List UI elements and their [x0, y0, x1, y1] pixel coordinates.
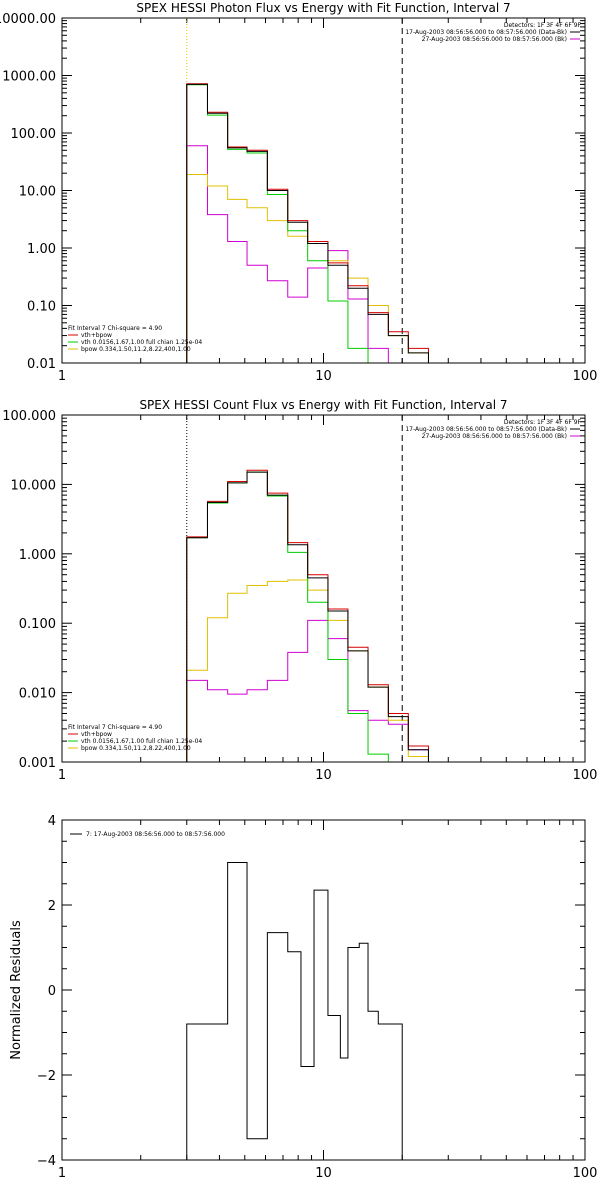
y-tick-label: 100.000 [2, 409, 56, 424]
y-tick-label: 1000.00 [2, 70, 56, 85]
x-tick-label: 1 [58, 768, 66, 783]
legend-residual-label: 7: 17-Aug-2003 08:56:56.000 to 08:57:56.… [86, 831, 225, 838]
y-tick-label: 100.00 [11, 127, 57, 142]
legend-vth: vth 0.0156,1.67,1.00 full chian 1.25e-04 [81, 339, 202, 346]
y-tick-label: 0.010 [19, 687, 56, 702]
legend-data-label: 17-Aug-2003 08:56:56.000 to 08:57:56.000… [405, 426, 567, 433]
y-tick-label: 0 [48, 984, 56, 999]
legend-bottom: Fit Interval 7 Chi-square = 4.90vth+bpow… [68, 325, 202, 353]
series-data [186, 471, 429, 762]
panel-3: 1 10 100 −4 −2 0 2 4 Normalized Residuals 7: 17-A… [9, 814, 597, 1181]
legend-bk-label: 27-Aug-2003 08:56:56.000 to 08:57:56.000… [422, 433, 567, 440]
chart-title: SPEX HESSI Photon Flux vs Energy with Fi… [136, 1, 510, 15]
y-tick-label: 10.000 [11, 478, 57, 493]
legend-residuals: 7: 17-Aug-2003 08:56:56.000 to 08:57:56.… [70, 831, 225, 838]
axis-ticks [61, 819, 585, 1161]
y-tick-label: 1.000 [19, 548, 56, 563]
legend-data-label: 17-Aug-2003 08:56:56.000 to 08:57:56.000… [405, 29, 567, 36]
panel-2: SPEX HESSI Count Flux vs Energy with Fit… [2, 398, 598, 783]
plot-frame [61, 17, 586, 364]
axis-ticks [61, 415, 585, 763]
x-tick-label: 1 [58, 369, 66, 384]
x-tick-label: 10 [315, 1166, 332, 1181]
x-tick-label: 1 [58, 1166, 66, 1181]
y-axis-label: Normalized Residuals [9, 920, 24, 1060]
x-tick-label: 10 [315, 768, 332, 783]
legend-fit: Fit Interval 7 Chi-square = 4.90 [68, 724, 162, 731]
series-bk [186, 145, 389, 363]
series-bpow [186, 173, 429, 363]
legend-detectors: Detectors: 1F 3F 4F 6F 9F [504, 419, 582, 426]
y-tick-label: 0.01 [27, 357, 56, 372]
y-tick-label: 4 [48, 814, 56, 829]
y-tick-label: −2 [37, 1069, 56, 1084]
legend-detectors: Detectors: 1F 3F 4F 6F 9F [504, 22, 582, 29]
y-tick-label: 0.100 [19, 617, 56, 632]
legend-total: vth+bpow [81, 731, 112, 738]
series-bk [186, 619, 429, 762]
x-tick-label: 100 [573, 1166, 598, 1181]
y-tick-label: 0.001 [19, 756, 56, 771]
axis-ticks [61, 18, 585, 364]
y-tick-label: 1.00 [27, 242, 56, 257]
x-tick-label: 10 [315, 369, 332, 384]
legend-bpow: bpow 0.334,1.50,11.2,8.22,400,1.00 [81, 346, 191, 353]
legend-vth: vth 0.0156,1.67,1.00 full chian 1.25e-04 [81, 738, 202, 745]
legend-bpow: bpow 0.334,1.50,11.2,8.22,400,1.00 [81, 745, 191, 752]
legend-bottom: Fit Interval 7 Chi-square = 4.90vth+bpow… [68, 724, 202, 752]
legend-bk-label: 27-Aug-2003 08:56:56.000 to 08:57:56.000… [422, 36, 567, 43]
plot-frame [61, 414, 586, 763]
y-tick-label: 0.10 [27, 300, 56, 315]
y-tick-label: 10000.00 [0, 12, 56, 27]
series-data [186, 83, 429, 363]
legend-total: vth+bpow [81, 332, 112, 339]
y-tick-label: −4 [37, 1154, 56, 1169]
y-tick-label: 10.00 [19, 185, 56, 200]
series-residuals [186, 862, 403, 1160]
y-tick-label: 2 [48, 899, 56, 914]
legend-fit: Fit Interval 7 Chi-square = 4.90 [68, 325, 162, 332]
chart-title: SPEX HESSI Count Flux vs Energy with Fit… [139, 398, 507, 412]
plot-frame [61, 819, 586, 1161]
x-tick-label: 100 [573, 768, 598, 783]
x-tick-label: 100 [573, 369, 598, 384]
panel-1: SPEX HESSI Photon Flux vs Energy with Fi… [0, 1, 598, 384]
